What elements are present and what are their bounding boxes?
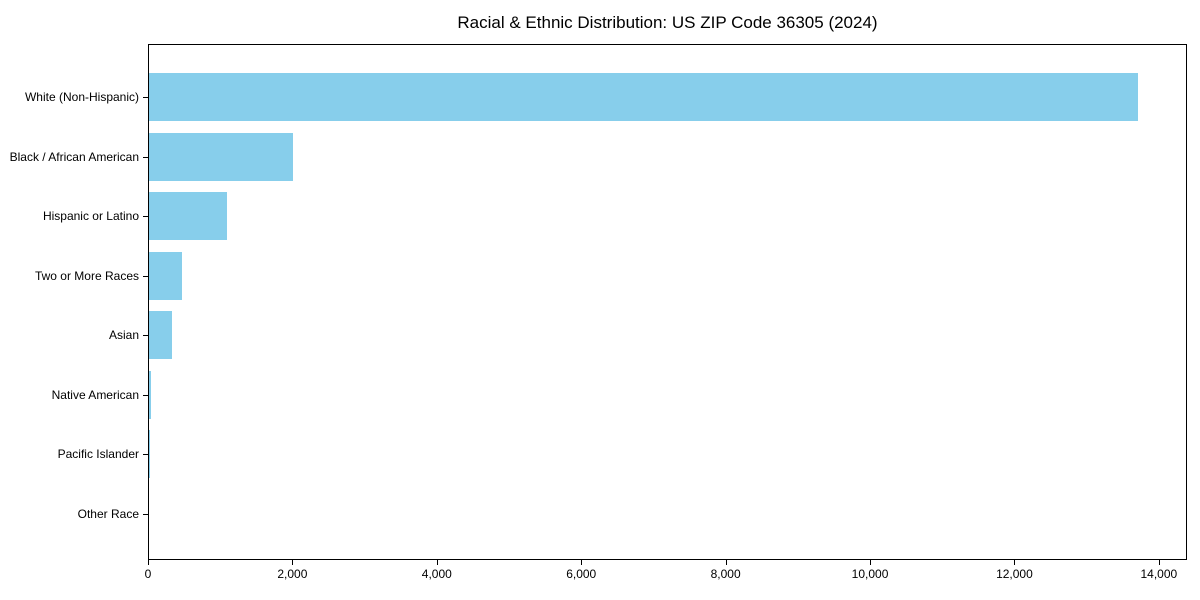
x-axis-label-14000: 14,000: [1140, 567, 1178, 581]
y-axis-label-pacific-islander: Pacific Islander: [57, 447, 139, 461]
x-tick-mark: [1014, 560, 1015, 565]
y-axis-label-white-non-hispanic: White (Non-Hispanic): [24, 90, 139, 104]
y-axis-label-black-african-american: Black / African American: [9, 149, 139, 164]
x-tick-mark: [437, 560, 438, 565]
bar-two-or-more-races: [149, 251, 182, 300]
y-axis-label-asian: Asian: [108, 328, 139, 342]
bar-hispanic-or-latino: [149, 192, 227, 240]
y-tick-mark: [143, 514, 148, 515]
bar-black-african-american: [149, 132, 293, 181]
x-tick-mark: [292, 560, 293, 565]
y-axis-label-hispanic-or-latino: Hispanic or Latino: [42, 209, 139, 223]
y-tick-mark: [143, 454, 148, 455]
y-tick-mark: [143, 335, 148, 336]
plot-area: [148, 44, 1187, 560]
x-tick-mark: [1159, 560, 1160, 565]
bar-pacific-islander: [149, 430, 150, 478]
x-tick-mark: [581, 560, 582, 565]
x-axis-label-10000: 10,000: [851, 567, 889, 581]
x-axis-label-8000: 8,000: [710, 567, 741, 581]
y-tick-mark: [143, 276, 148, 277]
y-tick-mark: [143, 395, 148, 396]
bar-asian: [149, 311, 172, 359]
y-axis-label-native-american: Native American: [51, 387, 139, 402]
chart-title: Racial & Ethnic Distribution: US ZIP Cod…: [457, 13, 878, 32]
x-axis-label-4000: 4,000: [421, 567, 452, 581]
y-tick-mark: [143, 97, 148, 98]
x-axis-label-12000: 12,000: [996, 567, 1033, 581]
x-axis-label-2000: 2,000: [277, 567, 308, 581]
x-axis-label-6000: 6,000: [566, 567, 597, 581]
x-tick-mark: [726, 560, 727, 565]
x-axis-label-0: 0: [144, 567, 152, 581]
bar-white-non-hispanic: [149, 73, 1138, 121]
x-tick-mark: [870, 560, 871, 565]
y-axis-label-two-or-more-races: Two or More Races: [34, 268, 139, 283]
y-tick-mark: [143, 157, 148, 158]
x-tick-mark: [148, 560, 149, 565]
y-axis-label-other-race: Other Race: [77, 506, 139, 521]
y-tick-mark: [143, 216, 148, 217]
bar-native-american: [149, 370, 151, 419]
